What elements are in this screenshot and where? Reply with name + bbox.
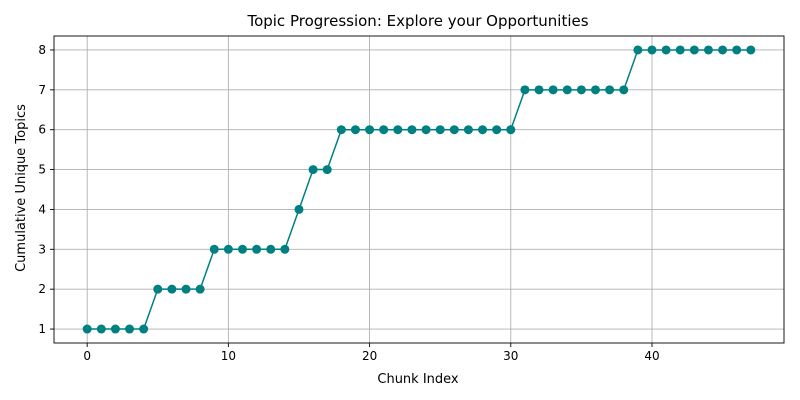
data-point	[633, 45, 643, 55]
data-point	[675, 45, 685, 55]
data-point	[82, 324, 92, 334]
data-point	[576, 85, 586, 95]
data-point	[238, 244, 248, 254]
data-point	[421, 125, 431, 135]
data-point	[605, 85, 615, 95]
data-point	[548, 85, 558, 95]
y-axis-ticks: 1 2 3 4 5 6 7 8	[38, 43, 54, 336]
y-tick-label: 3	[38, 242, 46, 256]
data-point	[661, 45, 671, 55]
x-tick-label: 0	[83, 349, 91, 363]
data-point	[478, 125, 488, 135]
y-tick-label: 2	[38, 282, 46, 296]
y-tick-label: 8	[38, 43, 46, 57]
x-tick-label: 30	[503, 349, 518, 363]
data-point	[463, 125, 473, 135]
y-tick-label: 1	[38, 322, 46, 336]
data-point	[534, 85, 544, 95]
data-point	[746, 45, 756, 55]
y-tick-label: 7	[38, 83, 46, 97]
data-point	[703, 45, 713, 55]
data-point	[336, 125, 346, 135]
data-point	[393, 125, 403, 135]
data-point	[689, 45, 699, 55]
x-tick-label: 40	[644, 349, 659, 363]
data-point	[294, 204, 304, 214]
data-point	[195, 284, 205, 294]
data-point	[365, 125, 375, 135]
data-point	[209, 244, 219, 254]
data-point	[308, 165, 318, 175]
data-series	[82, 45, 756, 334]
data-point	[647, 45, 657, 55]
data-point	[96, 324, 106, 334]
x-tick-label: 20	[362, 349, 377, 363]
data-point	[322, 165, 332, 175]
data-point	[379, 125, 389, 135]
data-point	[619, 85, 629, 95]
data-point	[520, 85, 530, 95]
data-point	[153, 284, 163, 294]
data-point	[139, 324, 149, 334]
data-point	[407, 125, 417, 135]
data-point	[266, 244, 276, 254]
data-point	[449, 125, 459, 135]
data-point	[223, 244, 233, 254]
x-axis-label: Chunk Index	[377, 372, 459, 387]
data-point	[110, 324, 120, 334]
data-point	[435, 125, 445, 135]
data-point	[167, 284, 177, 294]
data-point	[350, 125, 360, 135]
data-point	[590, 85, 600, 95]
y-tick-label: 6	[38, 123, 46, 137]
plot-frame	[53, 35, 785, 344]
data-point	[562, 85, 572, 95]
y-tick-label: 5	[38, 163, 46, 177]
data-point	[718, 45, 728, 55]
data-point	[492, 125, 502, 135]
x-tick-label: 10	[221, 349, 236, 363]
y-tick-label: 4	[38, 202, 46, 216]
data-point	[181, 284, 191, 294]
data-point	[506, 125, 516, 135]
data-point	[732, 45, 742, 55]
data-point	[280, 244, 290, 254]
data-point	[125, 324, 135, 334]
y-axis-label: Cumulative Unique Topics	[14, 104, 29, 272]
data-point	[252, 244, 262, 254]
chart-title: Topic Progression: Explore your Opportun…	[246, 12, 588, 30]
x-axis-ticks: 0 10 20 30 40	[83, 343, 660, 363]
